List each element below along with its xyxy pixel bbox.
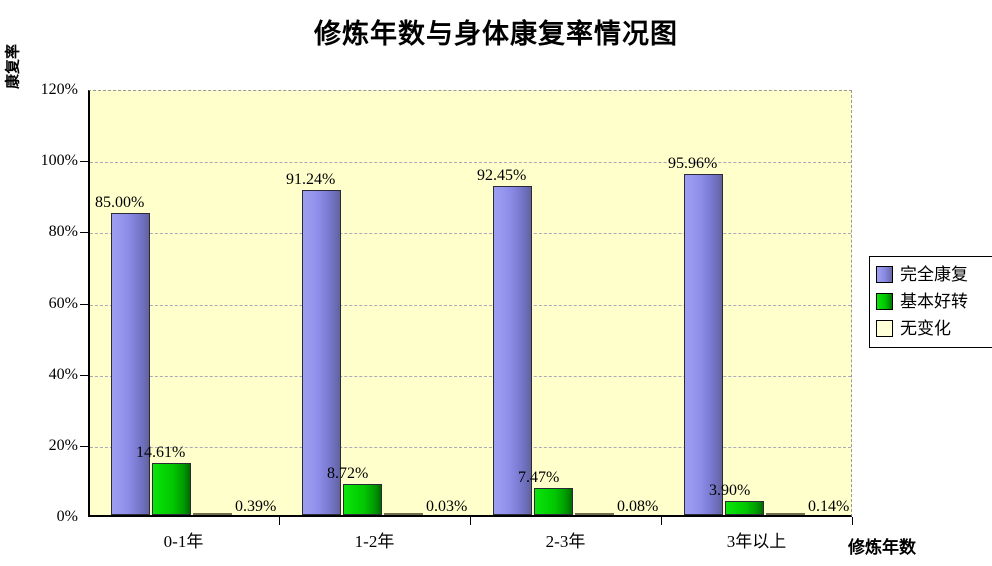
y-tick-label: 120% — [40, 81, 78, 98]
bar-3-series-0[interactable] — [684, 173, 723, 515]
y-tick-mark — [80, 232, 88, 234]
y-tick-label: 20% — [48, 436, 78, 454]
x-tick-label-2: 2-3年 — [545, 532, 586, 551]
bar-value-label: 95.96% — [668, 154, 718, 172]
bar-1-series-1[interactable] — [343, 483, 382, 515]
bar-value-label: 0.39% — [235, 498, 277, 515]
legend-swatch-icon — [876, 320, 893, 337]
x-tick-label-0: 0-1年 — [163, 532, 204, 551]
bar-value-label: 85.00% — [95, 193, 145, 211]
y-tick-mark — [80, 445, 88, 447]
y-tick-label: 40% — [48, 365, 78, 383]
y-tick-label: 100% — [40, 152, 78, 170]
x-tick-mark — [470, 517, 471, 525]
legend-item-0[interactable]: 完全康复 — [876, 261, 989, 288]
y-tick-mark — [80, 303, 88, 305]
legend-label: 完全康复 — [900, 265, 968, 284]
bar-0-series-1[interactable] — [152, 463, 191, 515]
bar-value-label: 0.14% — [808, 498, 850, 515]
legend-item-1[interactable]: 基本好转 — [876, 288, 989, 315]
legend-label: 无变化 — [900, 319, 951, 338]
bar-value-label: 91.24% — [286, 171, 336, 189]
chart-title: 修炼年数与身体康复率情况图 — [314, 19, 678, 49]
y-tick-mark — [80, 161, 88, 163]
gridline — [90, 162, 851, 164]
legend-swatch-icon — [876, 266, 893, 283]
x-tick-label-1: 1-2年 — [354, 532, 395, 551]
legend-swatch-icon — [876, 293, 893, 310]
bar-1-series-0[interactable] — [302, 190, 341, 515]
bar-value-label: 14.61% — [136, 444, 186, 461]
bar-0-series-2[interactable] — [193, 513, 232, 515]
bar-1-series-2[interactable] — [384, 513, 423, 515]
x-tick-label-3: 3年以上 — [726, 532, 787, 551]
gridline — [90, 375, 851, 377]
bar-value-label: 0.03% — [426, 498, 468, 515]
x-tick-mark — [279, 517, 280, 525]
bar-value-label: 3.90% — [709, 482, 751, 500]
bar-3-series-2[interactable] — [766, 513, 805, 515]
bar-value-label: 7.47% — [518, 469, 560, 487]
x-axis-title: 修炼年数 — [848, 538, 916, 557]
legend-label: 基本好转 — [900, 292, 968, 311]
y-tick-label: 60% — [48, 294, 78, 312]
chart-legend: 完全康复基本好转无变化 — [869, 256, 992, 348]
bar-value-label: 0.08% — [617, 498, 659, 515]
gridline — [90, 304, 851, 306]
bar-value-label: 92.45% — [477, 167, 527, 185]
x-tick-mark — [852, 517, 853, 525]
legend-item-2[interactable]: 无变化 — [876, 315, 989, 342]
y-tick-label: 80% — [48, 223, 78, 241]
bar-2-series-1[interactable] — [534, 488, 573, 515]
bar-3-series-1[interactable] — [725, 501, 764, 515]
bar-2-series-0[interactable] — [493, 186, 532, 515]
bar-value-label: 8.72% — [327, 464, 369, 482]
gridline — [90, 233, 851, 235]
x-tick-mark — [661, 517, 662, 525]
bar-0-series-0[interactable] — [111, 212, 150, 515]
y-tick-mark — [80, 374, 88, 376]
plot-area: 85.00% 91.24% 92.45% 95.96% 14.61% 8.72% 7.47%… — [88, 90, 852, 517]
bar-2-series-2[interactable] — [575, 513, 614, 515]
gridline — [90, 446, 851, 448]
y-tick-label: 0% — [56, 508, 78, 525]
